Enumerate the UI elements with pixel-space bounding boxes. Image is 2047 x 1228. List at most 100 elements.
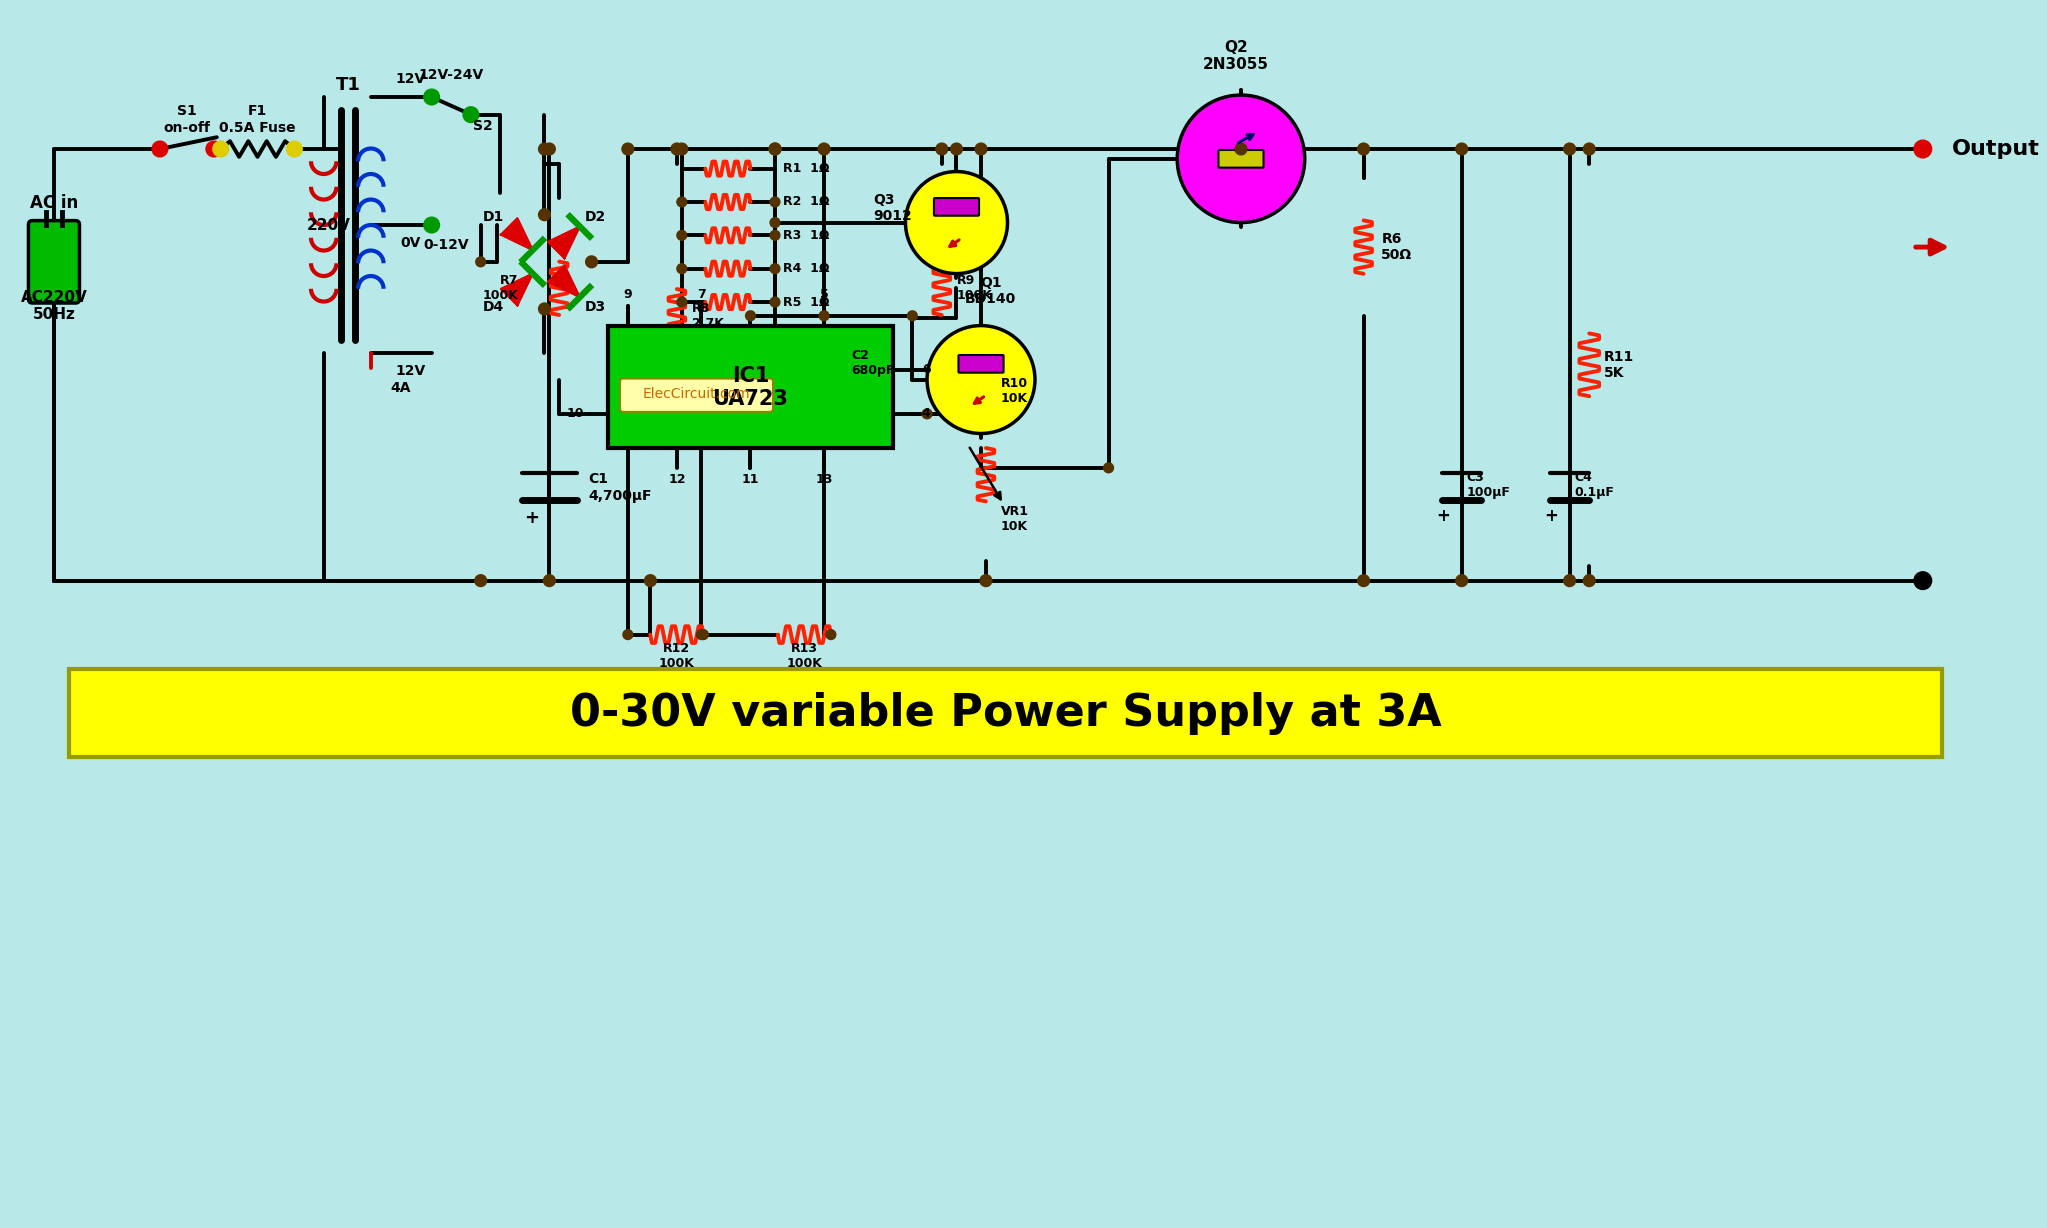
- Text: +: +: [1437, 507, 1449, 524]
- Text: Output: Output: [1953, 139, 2041, 158]
- Text: VR1
10K: VR1 10K: [1001, 505, 1030, 533]
- Circle shape: [1914, 140, 1932, 158]
- Circle shape: [950, 144, 962, 155]
- Text: 5: 5: [819, 287, 829, 301]
- Polygon shape: [502, 219, 532, 251]
- Circle shape: [207, 141, 221, 157]
- Circle shape: [678, 297, 686, 307]
- FancyBboxPatch shape: [620, 378, 774, 411]
- Text: 4A: 4A: [391, 382, 411, 395]
- Circle shape: [622, 144, 635, 155]
- Text: AC220V
50Hz: AC220V 50Hz: [20, 290, 88, 322]
- Circle shape: [585, 255, 598, 268]
- Text: Q2
2N3055: Q2 2N3055: [1204, 39, 1269, 72]
- Circle shape: [622, 630, 633, 640]
- Circle shape: [1357, 144, 1369, 155]
- Text: 12: 12: [667, 473, 686, 486]
- Text: 11: 11: [741, 473, 759, 486]
- Text: Q3
9012: Q3 9012: [874, 193, 911, 223]
- Text: R12
100K: R12 100K: [659, 642, 694, 670]
- Text: R11
5K: R11 5K: [1605, 350, 1634, 379]
- Text: 0V: 0V: [399, 236, 420, 249]
- Circle shape: [475, 257, 485, 266]
- Circle shape: [463, 107, 479, 123]
- Circle shape: [538, 144, 551, 155]
- Circle shape: [698, 630, 708, 640]
- Circle shape: [676, 144, 688, 155]
- Text: R6
50Ω: R6 50Ω: [1382, 232, 1412, 263]
- Circle shape: [1455, 144, 1468, 155]
- Circle shape: [770, 196, 780, 206]
- Text: 9: 9: [624, 287, 633, 301]
- Circle shape: [1564, 575, 1576, 587]
- Circle shape: [770, 144, 780, 155]
- Circle shape: [287, 141, 303, 157]
- Text: C2
680pF: C2 680pF: [852, 349, 895, 377]
- Text: Q1
BD140: Q1 BD140: [966, 276, 1017, 306]
- Text: +: +: [1543, 507, 1558, 524]
- Polygon shape: [549, 226, 579, 258]
- Text: +: +: [524, 508, 540, 527]
- Text: 7: 7: [698, 287, 706, 301]
- Text: S1
on-off: S1 on-off: [164, 104, 211, 135]
- Text: R1  1Ω: R1 1Ω: [782, 162, 829, 176]
- Circle shape: [770, 264, 780, 274]
- Circle shape: [935, 144, 948, 155]
- Text: R9
100K: R9 100K: [956, 274, 993, 302]
- Circle shape: [645, 575, 657, 587]
- Text: 4: 4: [921, 408, 931, 420]
- Text: R7
100K: R7 100K: [483, 274, 518, 302]
- Circle shape: [907, 311, 917, 321]
- Circle shape: [770, 144, 780, 155]
- Text: D3: D3: [585, 300, 606, 314]
- Circle shape: [819, 311, 829, 321]
- Circle shape: [475, 575, 487, 587]
- Circle shape: [1455, 575, 1468, 587]
- Text: C1
4,700µF: C1 4,700µF: [590, 473, 653, 502]
- Ellipse shape: [927, 325, 1036, 433]
- FancyBboxPatch shape: [608, 325, 892, 448]
- Circle shape: [671, 144, 684, 155]
- FancyBboxPatch shape: [70, 669, 1943, 758]
- Text: D2: D2: [585, 210, 606, 223]
- Circle shape: [1914, 572, 1932, 589]
- Text: F1
0.5A Fuse: F1 0.5A Fuse: [219, 104, 295, 135]
- Circle shape: [538, 209, 551, 221]
- Circle shape: [974, 144, 987, 155]
- Circle shape: [213, 141, 229, 157]
- Text: R13
100K: R13 100K: [786, 642, 823, 670]
- FancyBboxPatch shape: [29, 221, 80, 303]
- Circle shape: [1564, 144, 1576, 155]
- Text: IC1
UA723: IC1 UA723: [712, 366, 788, 409]
- Circle shape: [424, 217, 440, 233]
- FancyBboxPatch shape: [958, 355, 1003, 372]
- FancyBboxPatch shape: [1218, 150, 1263, 168]
- Circle shape: [827, 630, 835, 640]
- Polygon shape: [549, 265, 579, 297]
- Circle shape: [1582, 144, 1595, 155]
- Text: AC in: AC in: [31, 194, 78, 212]
- Circle shape: [696, 630, 706, 640]
- Circle shape: [770, 297, 780, 307]
- Text: 13: 13: [815, 473, 833, 486]
- Circle shape: [921, 409, 931, 419]
- Text: T1: T1: [336, 76, 360, 95]
- Text: 10: 10: [567, 408, 583, 420]
- Text: 12V: 12V: [395, 363, 426, 378]
- Circle shape: [678, 196, 686, 206]
- Text: R3  1Ω: R3 1Ω: [782, 228, 829, 242]
- Circle shape: [545, 575, 555, 587]
- Text: 0-12V: 0-12V: [424, 238, 469, 252]
- Ellipse shape: [905, 172, 1007, 274]
- Circle shape: [981, 575, 993, 587]
- Circle shape: [1234, 144, 1247, 155]
- Circle shape: [770, 217, 780, 227]
- Circle shape: [678, 231, 686, 241]
- Circle shape: [819, 144, 829, 155]
- Text: D1: D1: [483, 210, 504, 223]
- Polygon shape: [502, 274, 532, 306]
- Circle shape: [1103, 463, 1114, 473]
- Text: 12V-24V: 12V-24V: [420, 69, 483, 82]
- Text: ElecCircuit.com: ElecCircuit.com: [643, 387, 751, 402]
- Text: 12V: 12V: [395, 72, 426, 86]
